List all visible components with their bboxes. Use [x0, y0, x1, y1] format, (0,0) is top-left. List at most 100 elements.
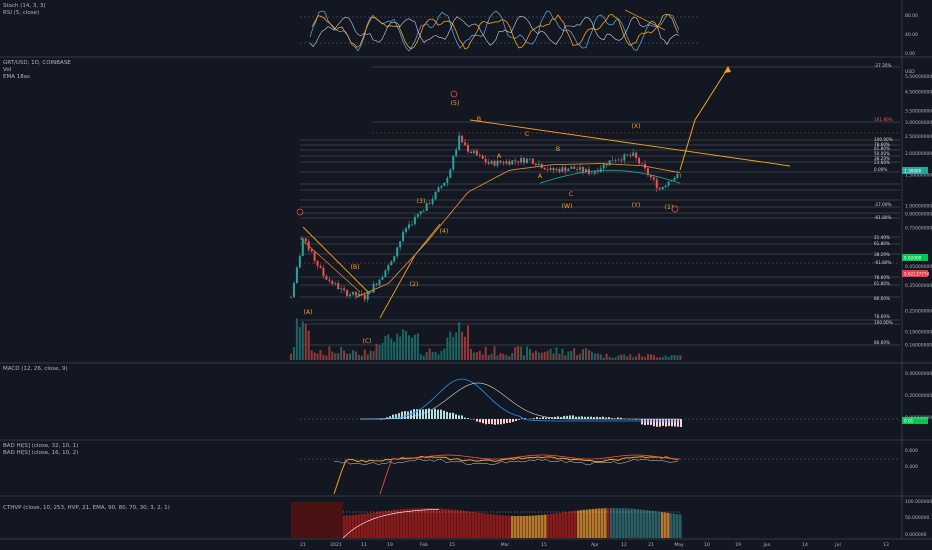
- macd-bar: [551, 417, 553, 419]
- candle-body: [334, 283, 337, 284]
- cthvp-bar: [550, 513, 553, 538]
- cthvp-bar: [586, 509, 589, 538]
- candle-body: [337, 283, 340, 290]
- candle-body: [567, 168, 570, 172]
- macd-bar: [404, 411, 406, 419]
- cthvp-bar: [421, 508, 424, 538]
- cthvp-bar: [649, 510, 652, 538]
- macd-bar: [671, 419, 673, 427]
- candle-body: [623, 154, 626, 161]
- macd-bar: [563, 415, 565, 419]
- price-tick: 0.90000000: [905, 211, 932, 217]
- cthvp-bar: [673, 513, 676, 538]
- macd-bar: [410, 410, 412, 419]
- cthvp-bar: [529, 515, 532, 538]
- volume-bar: [328, 346, 331, 360]
- cthvp-tick: 50.000000: [905, 515, 929, 521]
- cthvp-bar: [400, 509, 403, 538]
- volume-bar: [567, 351, 570, 360]
- macd-bar: [656, 419, 658, 427]
- volume-bar: [649, 354, 652, 360]
- time-tick: 15: [449, 542, 455, 548]
- macd-bar: [635, 419, 637, 420]
- price-tick: 0.35000000: [905, 283, 932, 289]
- candle-body: [461, 135, 464, 143]
- wave-label: (Y): [632, 202, 641, 209]
- volume-bar: [434, 351, 437, 360]
- cthvp-bar: [601, 508, 604, 538]
- macd-bar: [548, 417, 550, 419]
- fib-lines: [300, 66, 900, 346]
- candle-body: [617, 159, 620, 161]
- candle-body: [375, 283, 378, 285]
- macd-bar: [449, 412, 451, 419]
- stoch-k-line: [309, 10, 680, 52]
- volume-bar: [546, 350, 549, 360]
- volume-bar: [531, 352, 534, 360]
- wave-label: A: [497, 153, 502, 160]
- macd-bar: [515, 419, 517, 422]
- price-axis: 5.50000000 4.50000000 3.50000000 3.00000000…: [905, 74, 932, 348]
- volume-bar: [493, 346, 496, 360]
- volume-bar: [646, 353, 649, 360]
- cthvp-bar: [616, 508, 619, 538]
- volume-bar: [458, 322, 461, 360]
- macd-bar: [431, 409, 433, 419]
- cthvp-bar: [448, 509, 451, 538]
- volume-bar: [593, 353, 596, 360]
- price-badge: [902, 254, 928, 261]
- wave-label: (4): [440, 228, 449, 235]
- cthvp-bar: [403, 508, 406, 538]
- macd-tick: 0.40000000: [905, 371, 932, 377]
- cthvp-bar: [490, 514, 493, 538]
- wave-label: A: [538, 173, 543, 180]
- macd-bar: [416, 409, 418, 419]
- volume-bar: [369, 350, 372, 360]
- candle-body: [372, 283, 375, 293]
- macd-bar: [488, 419, 490, 424]
- time-axis: 21 2021 11 19 Feb 15 Mar 15 Apr 12 21 May 10 19 Jun 14 J…: [300, 542, 889, 548]
- fib-label: 23.60%: [874, 160, 890, 165]
- candle-body: [537, 163, 540, 166]
- volume-bar: [549, 348, 552, 360]
- candle-body: [357, 293, 360, 296]
- candle-body: [620, 159, 623, 161]
- cthvp-bar: [619, 508, 622, 538]
- volume-bar: [490, 353, 493, 360]
- volume-bar: [673, 354, 676, 360]
- cthvp-label: CTHVP (close, 10, 253, HVP, 21, EMA, 90,…: [3, 505, 170, 511]
- volume-bar: [644, 356, 646, 360]
- cthvp-bar: [658, 511, 661, 538]
- candle-body: [340, 288, 343, 290]
- price-tick: 0.16000000: [905, 343, 932, 349]
- candle-body: [517, 161, 520, 163]
- volume-bar: [399, 336, 402, 360]
- volume-bar: [472, 352, 475, 360]
- cthvp-bar: [598, 508, 601, 538]
- candle-body: [301, 238, 304, 256]
- cthvp-pane: [291, 502, 682, 539]
- volume-bar: [632, 357, 635, 360]
- cthvp-tick: 0.000000: [905, 532, 927, 538]
- volume-bar: [526, 346, 528, 360]
- candle-body: [611, 160, 614, 161]
- macd-bar: [659, 419, 661, 427]
- cthvp-bar: [535, 515, 538, 538]
- macd-bar: [455, 414, 457, 419]
- candle-body: [543, 168, 546, 170]
- candle-body: [464, 142, 467, 146]
- candle-body: [331, 280, 334, 284]
- candle-body: [593, 171, 596, 174]
- bad-line-2: [379, 454, 681, 495]
- cthvp-bar: [613, 508, 616, 538]
- macd-bar: [578, 416, 580, 419]
- volume-bar: [475, 352, 478, 360]
- volume-bar: [496, 355, 499, 360]
- cthvp-bar: [643, 509, 646, 538]
- macd-bar: [677, 419, 679, 427]
- price-tick: 1.50000000: [905, 173, 932, 179]
- volume-bar: [298, 326, 301, 360]
- volume-bar: [334, 353, 337, 360]
- macd-bar: [572, 415, 574, 419]
